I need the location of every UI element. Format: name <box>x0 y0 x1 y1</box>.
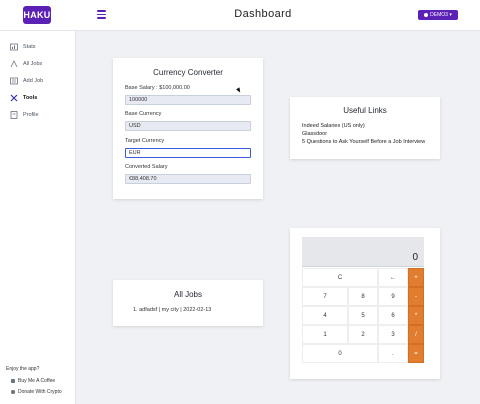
backspace-key[interactable]: ← <box>378 268 408 287</box>
base-currency-label: Base Currency <box>125 111 162 117</box>
jobs-icon <box>10 60 18 68</box>
divide-key[interactable]: / <box>408 325 424 344</box>
link-interview-questions[interactable]: 5 Questions to Ask Yourself Before a Job… <box>302 139 426 145</box>
crypto-icon <box>11 390 15 394</box>
link-glassdoor[interactable]: Glassdoor <box>302 131 328 137</box>
target-currency-label: Target Currency <box>125 138 165 144</box>
sidebar-item-label: Profile <box>23 112 39 118</box>
all-jobs-card: All Jobs 1. adfadsf | my city | 2022-02-… <box>113 280 263 326</box>
useful-links-card: Useful Links Indeed Salaries (US only) G… <box>290 97 440 159</box>
header: HAKU Dashboard DEMO3 ▾ <box>0 0 480 31</box>
sidebar-item-label: All Jobs <box>23 61 43 67</box>
donate-crypto-label: Donate With Crypto <box>18 389 62 395</box>
buy-coffee-label: Buy Me A Coffee <box>18 378 56 384</box>
calculator-display: 0 <box>302 237 424 267</box>
key-0[interactable]: 0 <box>302 344 378 363</box>
user-menu-button[interactable]: DEMO3 ▾ <box>418 10 458 20</box>
decimal-key[interactable]: . <box>378 344 408 363</box>
sidebar-item-label: Stats <box>23 44 36 50</box>
key-9[interactable]: 9 <box>378 287 408 306</box>
key-8[interactable]: 8 <box>348 287 378 306</box>
tools-icon <box>10 94 18 102</box>
key-4[interactable]: 4 <box>302 306 348 325</box>
key-5[interactable]: 5 <box>348 306 378 325</box>
base-salary-label: Base Salary : $100,000.00 <box>125 85 190 91</box>
clear-key[interactable]: C <box>302 268 378 287</box>
multiply-key[interactable]: * <box>408 306 424 325</box>
key-3[interactable]: 3 <box>378 325 408 344</box>
sidebar-item-stats[interactable]: Stats <box>10 42 36 52</box>
user-icon <box>424 13 429 17</box>
sidebar-item-all-jobs[interactable]: All Jobs <box>10 59 42 69</box>
key-6[interactable]: 6 <box>378 306 408 325</box>
stats-icon <box>10 43 18 51</box>
enjoy-text: Enjoy the app? <box>6 366 40 372</box>
user-menu-label: DEMO3 ▾ <box>430 12 452 18</box>
donate-crypto-link[interactable]: Donate With Crypto <box>11 389 62 395</box>
buy-coffee-link[interactable]: Buy Me A Coffee <box>11 378 55 384</box>
coffee-icon <box>11 379 15 383</box>
link-indeed[interactable]: Indeed Salaries (US only) <box>302 123 365 129</box>
key-1[interactable]: 1 <box>302 325 348 344</box>
sidebar-item-label: Add Job <box>23 78 44 84</box>
currency-converter-card: Currency Converter Base Salary : $100,00… <box>113 58 263 199</box>
calculator-display-value: 0 <box>412 252 418 263</box>
sidebar-item-add-job[interactable]: Add Job <box>10 76 43 86</box>
calculator-card: 0 C ← + 7 8 9 - 4 5 6 * 1 2 3 / 0 . = <box>290 228 440 379</box>
add-job-icon <box>10 77 18 85</box>
plus-key[interactable]: + <box>408 268 424 287</box>
menu-toggle-icon[interactable] <box>97 10 106 19</box>
converted-salary-label: Converted Salary <box>125 164 168 170</box>
calculator-keypad: C ← + 7 8 9 - 4 5 6 * 1 2 3 / 0 . = <box>302 268 424 363</box>
sidebar-item-label: Tools <box>23 95 38 101</box>
key-2[interactable]: 2 <box>348 325 378 344</box>
job-list-item[interactable]: 1. adfadsf | my city | 2022-02-13 <box>133 307 212 313</box>
target-currency-input[interactable]: EUR <box>125 148 251 158</box>
base-currency-input[interactable]: USD <box>125 121 251 131</box>
profile-icon <box>10 111 18 119</box>
converter-title: Currency Converter <box>153 68 223 77</box>
links-title: Useful Links <box>343 106 387 115</box>
page-title: Dashboard <box>234 8 292 20</box>
logo[interactable]: HAKU <box>23 6 51 24</box>
equals-key[interactable]: = <box>408 344 424 363</box>
base-salary-input[interactable]: 100000 <box>125 95 251 105</box>
sidebar: Stats All Jobs Add Job Tools Profile Enj… <box>0 31 76 404</box>
sidebar-item-profile[interactable]: Profile <box>10 110 39 120</box>
minus-key[interactable]: - <box>408 287 424 306</box>
sidebar-item-tools[interactable]: Tools <box>10 93 37 103</box>
jobs-title: All Jobs <box>173 290 202 299</box>
key-7[interactable]: 7 <box>302 287 348 306</box>
converted-salary-field: €88,408.70 <box>125 174 251 184</box>
